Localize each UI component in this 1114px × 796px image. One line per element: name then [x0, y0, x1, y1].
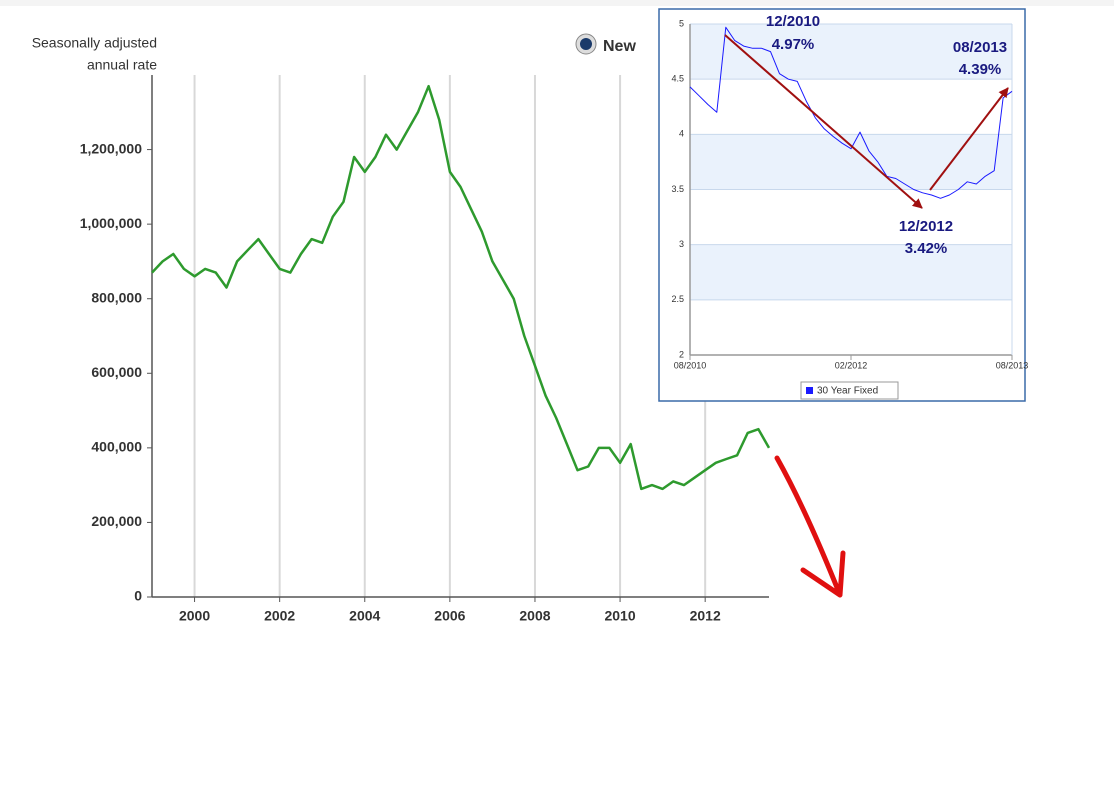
y-tick-label: 4.5 [671, 74, 684, 84]
y-tick-label: 3 [679, 239, 684, 249]
trend-arrow [929, 87, 1009, 191]
x-tick-label: 2012 [690, 608, 721, 624]
x-tick-label: 08/2013 [996, 360, 1029, 370]
top-strip [0, 0, 1114, 6]
annotation: 08/2013 [953, 39, 1007, 56]
y-label: annual rate [87, 57, 157, 73]
legend-label[interactable]: 30 Year Fixed [817, 386, 878, 397]
main-chart: Seasonally adjusted annual rate New 0 200… [32, 33, 771, 624]
inset-chart: 2 2.5 3 3.5 4 4.5 5 08/2010 02/2012 08/2013 [658, 8, 1029, 402]
legend-label[interactable]: New [603, 38, 636, 55]
legend-swatch [806, 387, 813, 394]
x-tick-label: 2004 [349, 608, 380, 624]
legend-box [800, 381, 899, 400]
x-tick-label: 02/2012 [835, 360, 868, 370]
inset-overlay: 12/2010 4.97% 08/2013 4.39% 12/2012 3.42… [724, 13, 1009, 400]
y-tick-label: 200,000 [91, 513, 142, 529]
y-tick-label: 1,200,000 [80, 140, 142, 156]
annotation: 12/2012 [899, 218, 953, 235]
y-tick-label: 0 [134, 588, 142, 604]
data-line [151, 84, 771, 491]
x-tick-label: 2002 [264, 608, 295, 624]
x-tick-label: 2008 [519, 608, 550, 624]
band [690, 244, 1012, 300]
x-tick-label: 2000 [179, 608, 210, 624]
legend-radio-dot [580, 38, 592, 50]
trend-arrow [724, 34, 923, 209]
y-tick-label: 600,000 [91, 364, 142, 380]
x-tick-label: 08/2010 [674, 360, 707, 370]
x-tick-label: 2010 [604, 608, 635, 624]
y-tick-label: 2.5 [671, 294, 684, 304]
y-tick-label: 400,000 [91, 439, 142, 455]
y-tick-label: 1,000,000 [80, 215, 142, 231]
y-tick-label: 5 [679, 18, 684, 28]
x-tick-label: 2006 [434, 608, 465, 624]
y-tick-label: 4 [679, 129, 684, 139]
y-label: Seasonally adjusted [32, 35, 157, 51]
annotation: 4.39% [959, 61, 1002, 78]
annotation: 4.97% [772, 36, 815, 53]
hand-drawn-arrow [774, 455, 846, 598]
y-tick-label: 3.5 [671, 184, 684, 194]
band [690, 134, 1012, 190]
y-tick-label: 2 [679, 349, 684, 359]
data-line [689, 26, 1013, 199]
annotation: 3.42% [905, 240, 948, 257]
annotation: 12/2010 [766, 13, 820, 30]
y-tick-label: 800,000 [91, 289, 142, 305]
